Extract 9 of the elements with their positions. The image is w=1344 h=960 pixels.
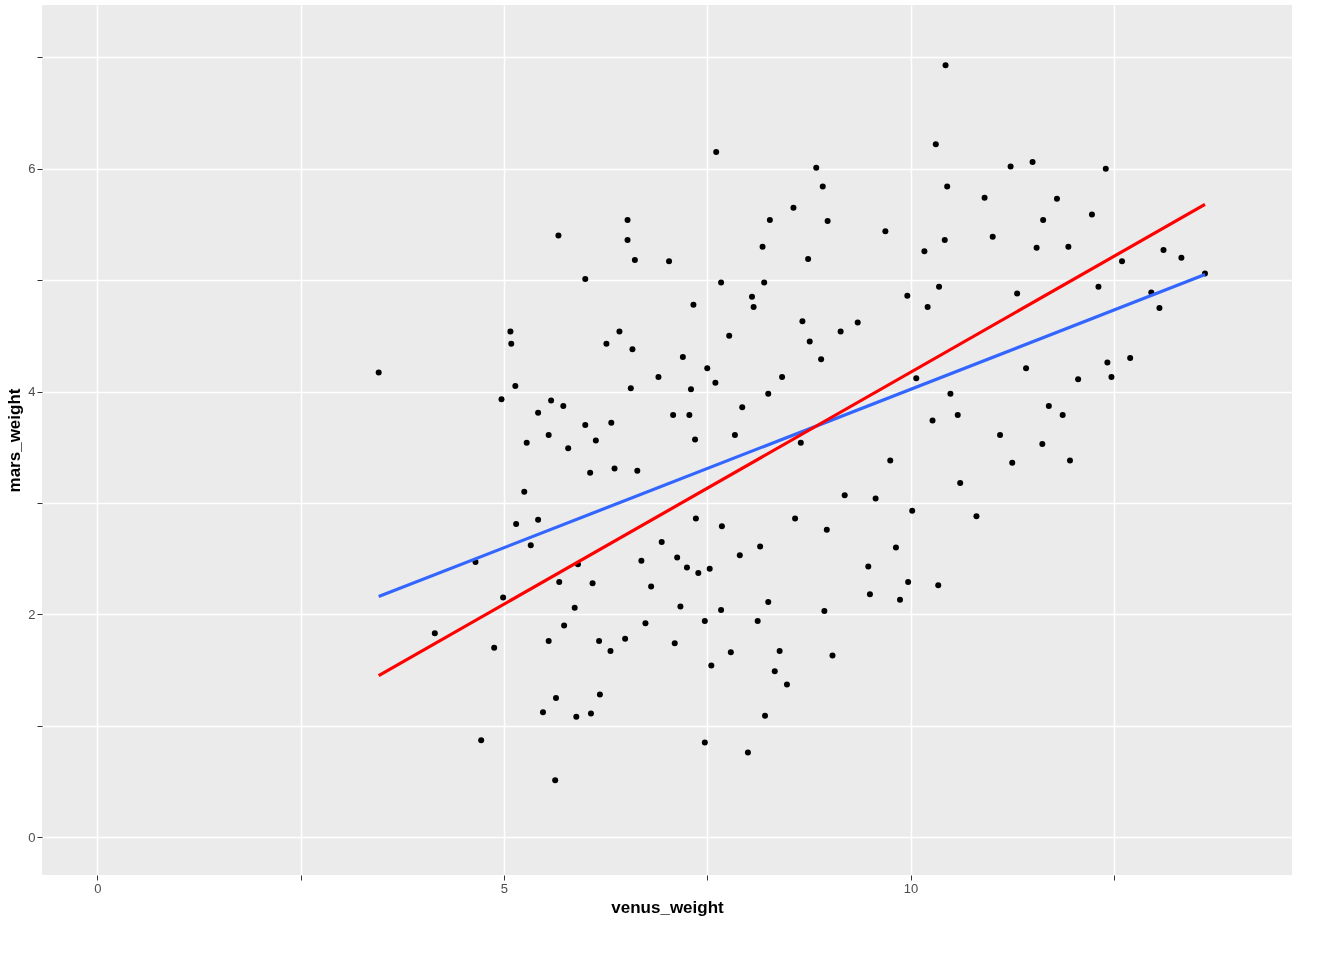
y-tick-label: 2	[28, 606, 36, 622]
x-tick-label: 0	[94, 880, 102, 896]
y-tick-label: 6	[28, 161, 36, 177]
x-axis-title: venus_weight	[611, 897, 725, 917]
y-tick-label: 4	[28, 384, 36, 400]
y-axis-title: mars_weight	[5, 388, 25, 493]
y-tick-label: 0	[28, 829, 36, 845]
x-tick-label: 5	[500, 880, 509, 896]
x-tick-label: 10	[903, 880, 919, 896]
